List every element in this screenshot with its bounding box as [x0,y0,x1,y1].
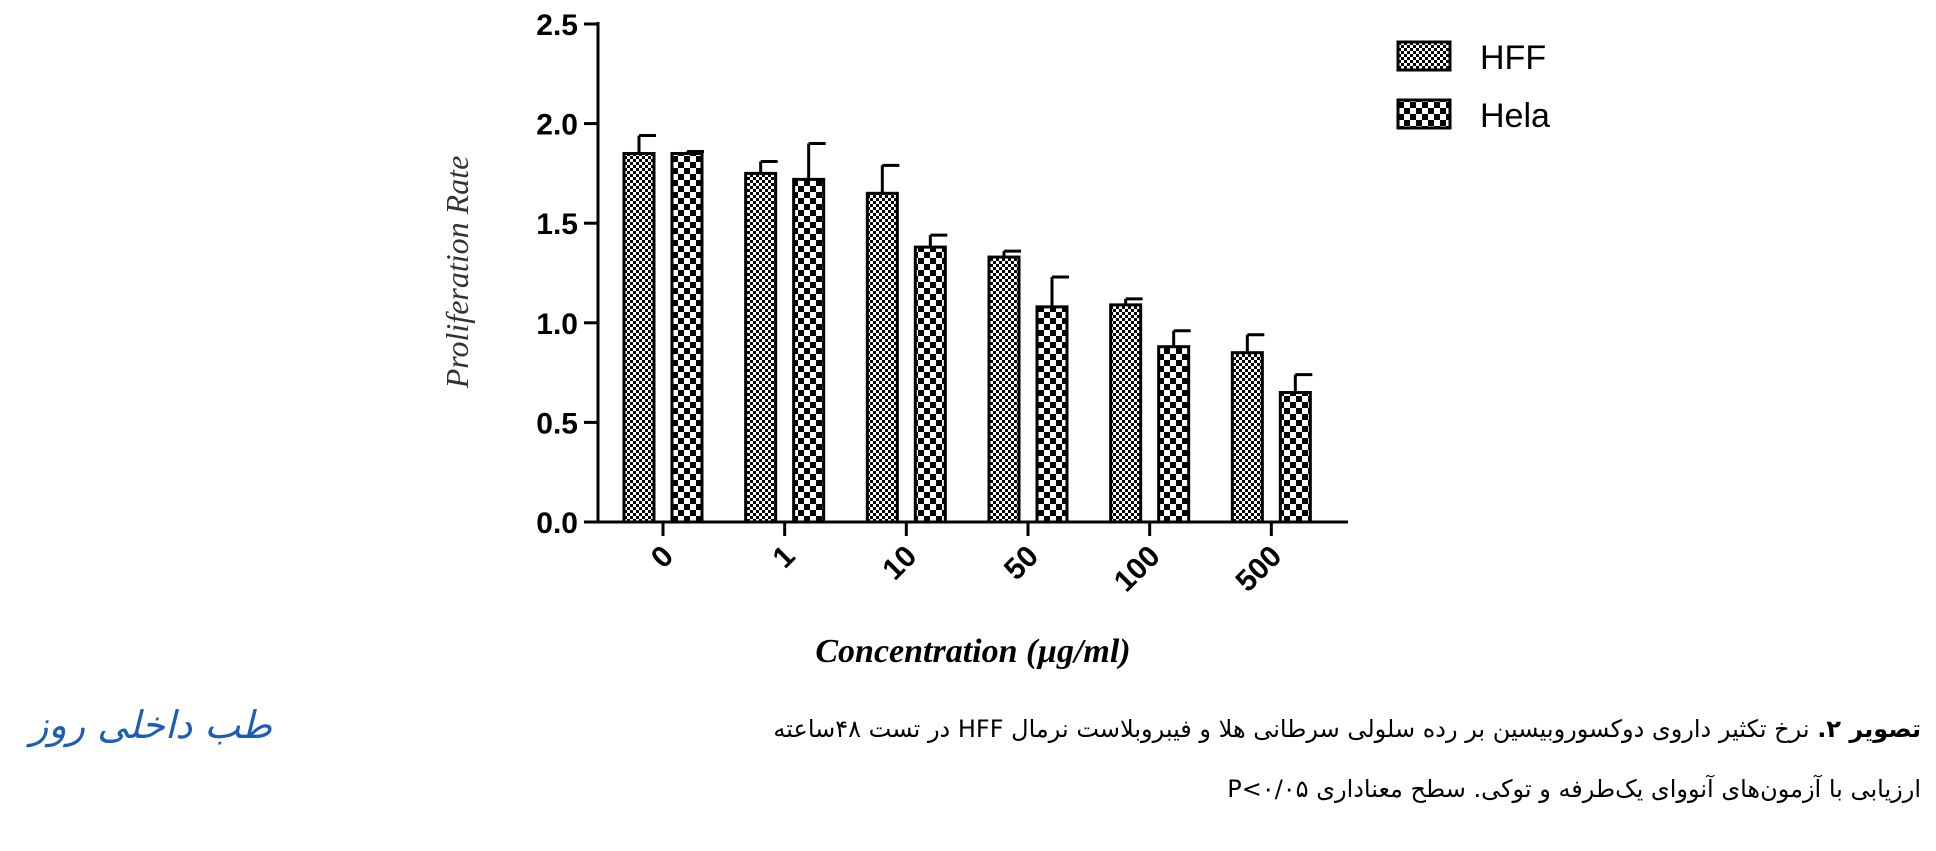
bar-hela-0 [670,151,704,524]
bar-hela-1 [792,177,826,524]
bar-hff-10 [865,191,899,524]
plot-area [622,134,1313,524]
figure-caption-label: تصویر ۲. [1817,715,1921,743]
legend-label-hff: HFF [1480,39,1546,77]
y-axis-label: Proliferation Rate [439,156,475,390]
bar-hff-50 [987,255,1021,524]
axes: 0.0 0.5 1.0 1.5 2.0 2.5 0 1 10 50 100 500 [536,9,1348,598]
journal-logo: طب داخلی روز [30,703,272,747]
y-tick-label-2.0: 2.0 [536,109,578,142]
y-tick-label-1.0: 1.0 [536,308,578,341]
bar-hela-50 [1035,305,1069,524]
bar-hela-500 [1278,391,1312,524]
bar-hff-0 [622,151,656,524]
y-tick-label-0.5: 0.5 [536,407,578,440]
legend-label-hela: Hela [1480,97,1550,135]
bar-hff-100 [1109,303,1143,524]
x-axis-label: Concentration (µg/ml) [815,633,1130,670]
legend: HFF Hela [1396,39,1550,135]
figure-caption-line-2: ارزیابی با آزمون‌های آنووای یک‌طرفه و تو… [541,770,1921,808]
legend-swatch-hff [1396,40,1452,72]
x-tick-label-50: 50 [998,540,1045,587]
chart: 0.0 0.5 1.0 1.5 2.0 2.5 0 1 10 50 100 500 HFF Hela P… [439,9,1550,670]
figure-caption-text-2: ارزیابی با آزمون‌های آنووای یک‌طرفه و تو… [1227,775,1921,803]
figure-caption-line-1: تصویر ۲. نرخ تکثیر داروی دوکسوروبیسین بر… [541,710,1921,748]
legend-swatch-hela [1396,98,1452,130]
x-tick-label-100: 100 [1108,540,1167,599]
y-tick-label-2.5: 2.5 [536,9,578,42]
y-tick-label-1.5: 1.5 [536,208,578,241]
bar-hela-10 [913,245,947,524]
x-tick-label-500: 500 [1230,540,1289,599]
bar-hela-100 [1157,345,1191,524]
x-tick-label-1: 1 [766,540,801,575]
x-tick-label-0: 0 [645,540,680,575]
bar-hff-500 [1230,351,1264,524]
bar-hff-1 [744,171,778,524]
y-tick-label-0.0: 0.0 [536,507,578,540]
x-tick-label-10: 10 [876,540,923,587]
figure-caption-text-1: نرخ تکثیر داروی دوکسوروبیسین بر رده سلول… [773,715,1810,743]
